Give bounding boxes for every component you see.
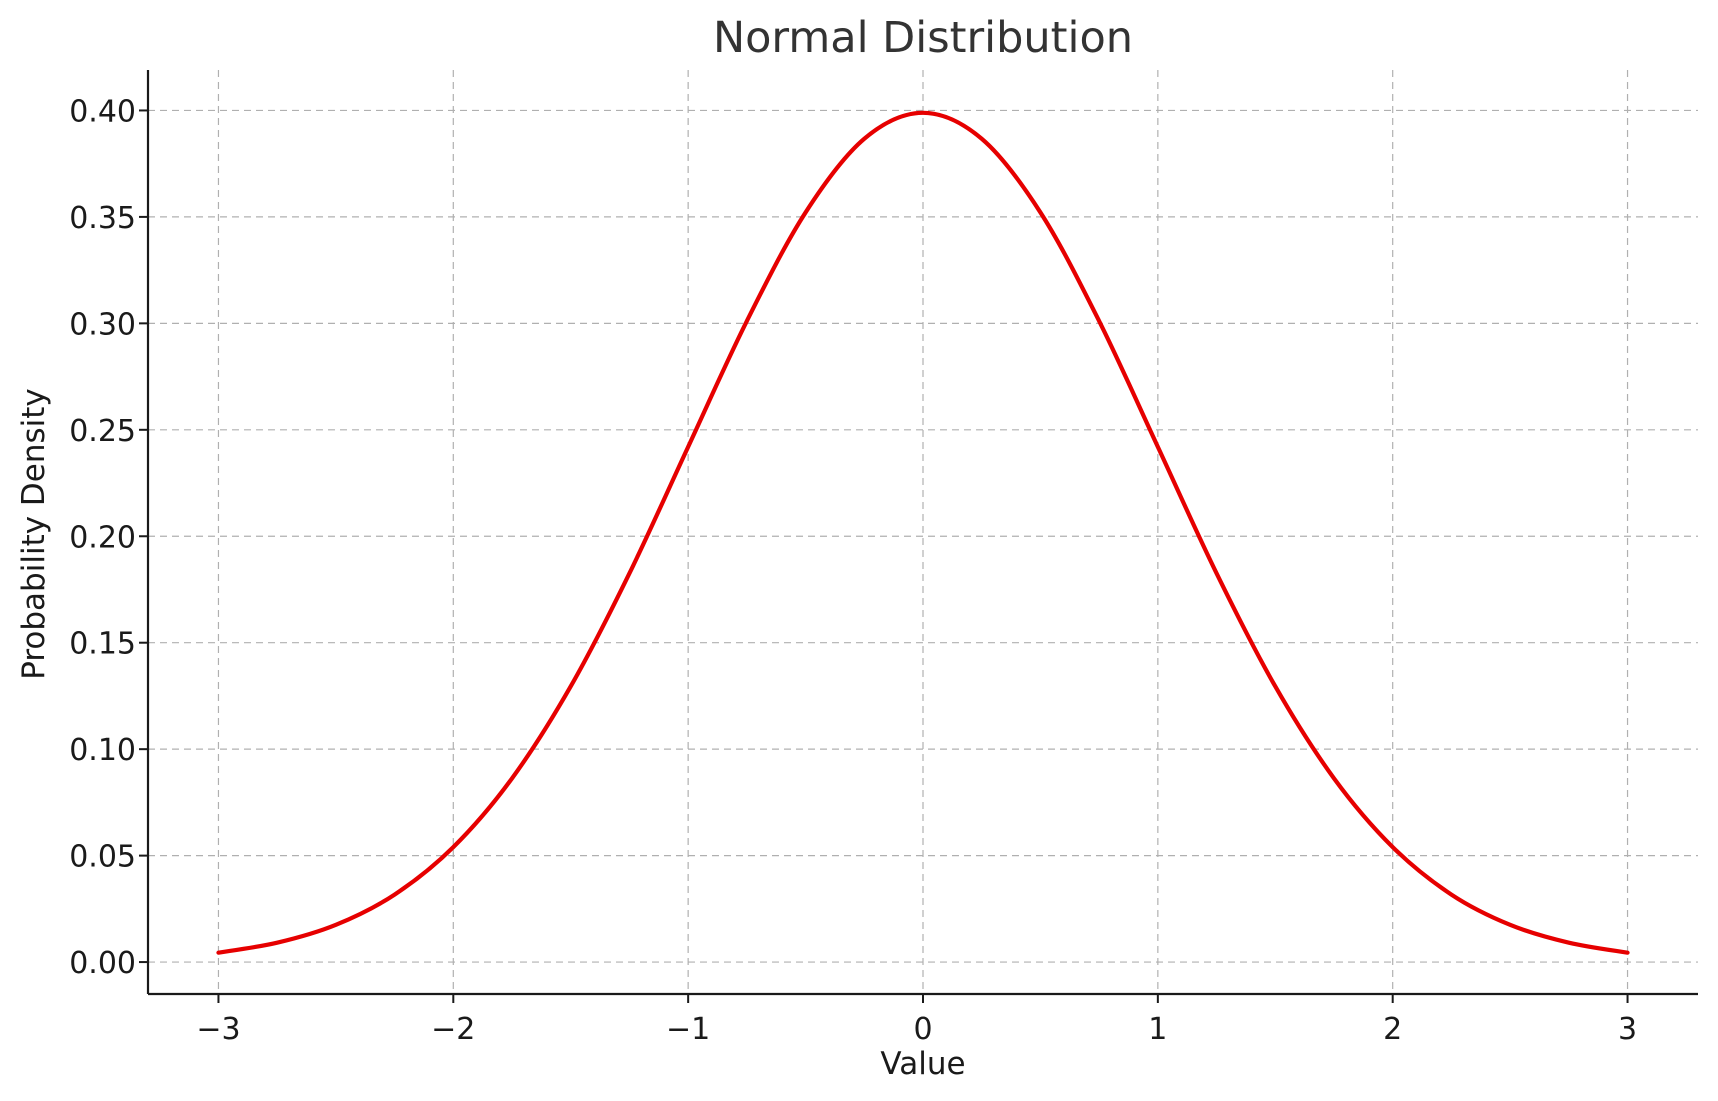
x-tick-label: 1 bbox=[1148, 1012, 1167, 1047]
grid bbox=[148, 70, 1698, 994]
y-tick-label: 0.10 bbox=[69, 733, 136, 768]
y-tick-label: 0.35 bbox=[69, 201, 136, 236]
series-layer bbox=[216, 110, 1630, 955]
y-tick-label: 0.30 bbox=[69, 307, 136, 342]
density-curve bbox=[216, 110, 1630, 955]
ticks: −3 −2 −1 0 1 2 3 0.00 0.05 0.10 0.15 0.20 0.25 0.30 0.… bbox=[69, 94, 1637, 1047]
x-tick-label: 3 bbox=[1618, 1012, 1637, 1047]
chart-title: Normal Distribution bbox=[713, 13, 1133, 63]
x-axis-label: Value bbox=[880, 1046, 965, 1082]
x-tick-label: 2 bbox=[1383, 1012, 1402, 1047]
x-tick-label: −2 bbox=[431, 1012, 475, 1047]
y-tick-label: 0.25 bbox=[69, 414, 136, 449]
y-tick-label: 0.20 bbox=[69, 520, 136, 555]
y-axis-label: Probability Density bbox=[16, 388, 52, 680]
y-tick-label: 0.40 bbox=[69, 94, 136, 129]
x-tick-label: −3 bbox=[196, 1012, 240, 1047]
x-tick-label: −1 bbox=[666, 1012, 710, 1047]
x-tick-label: 0 bbox=[913, 1012, 932, 1047]
y-tick-label: 0.05 bbox=[69, 840, 136, 875]
y-tick-label: 0.00 bbox=[69, 946, 136, 981]
y-tick-label: 0.15 bbox=[69, 627, 136, 662]
